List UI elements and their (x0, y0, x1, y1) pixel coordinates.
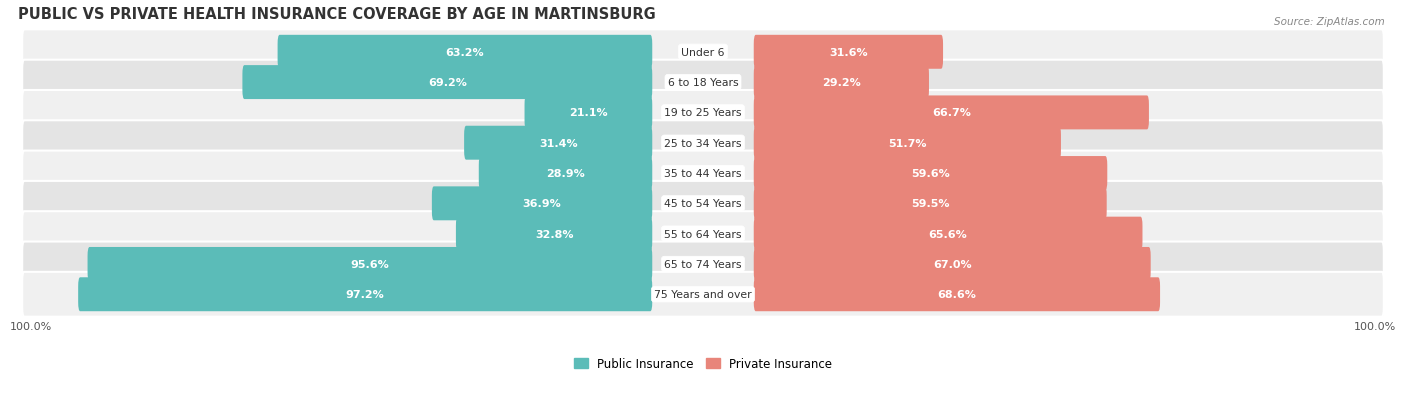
FancyBboxPatch shape (22, 61, 1384, 105)
Text: 31.4%: 31.4% (538, 138, 578, 148)
Text: Under 6: Under 6 (682, 47, 724, 58)
Text: 51.7%: 51.7% (889, 138, 927, 148)
FancyBboxPatch shape (277, 36, 652, 70)
FancyBboxPatch shape (754, 96, 1149, 130)
Text: 69.2%: 69.2% (427, 78, 467, 88)
Text: 6 to 18 Years: 6 to 18 Years (668, 78, 738, 88)
Text: 21.1%: 21.1% (569, 108, 607, 118)
Text: 45 to 54 Years: 45 to 54 Years (664, 199, 742, 209)
Text: 35 to 44 Years: 35 to 44 Years (664, 169, 742, 178)
FancyBboxPatch shape (754, 66, 929, 100)
FancyBboxPatch shape (22, 242, 1384, 287)
FancyBboxPatch shape (22, 151, 1384, 196)
FancyBboxPatch shape (87, 247, 652, 281)
FancyBboxPatch shape (464, 126, 652, 160)
Text: 19 to 25 Years: 19 to 25 Years (664, 108, 742, 118)
FancyBboxPatch shape (754, 157, 1108, 190)
FancyBboxPatch shape (22, 121, 1384, 166)
FancyBboxPatch shape (242, 66, 652, 100)
Text: 25 to 34 Years: 25 to 34 Years (664, 138, 742, 148)
Text: 66.7%: 66.7% (932, 108, 970, 118)
Legend: Public Insurance, Private Insurance: Public Insurance, Private Insurance (569, 352, 837, 375)
Text: 68.6%: 68.6% (938, 290, 976, 299)
Text: 97.2%: 97.2% (346, 290, 385, 299)
Text: 36.9%: 36.9% (523, 199, 561, 209)
FancyBboxPatch shape (432, 187, 652, 221)
FancyBboxPatch shape (754, 187, 1107, 221)
FancyBboxPatch shape (22, 212, 1384, 256)
Text: 65.6%: 65.6% (929, 229, 967, 239)
Text: 67.0%: 67.0% (934, 259, 972, 269)
FancyBboxPatch shape (754, 126, 1062, 160)
Text: 65 to 74 Years: 65 to 74 Years (664, 259, 742, 269)
FancyBboxPatch shape (22, 181, 1384, 226)
Text: 95.6%: 95.6% (350, 259, 389, 269)
Text: 29.2%: 29.2% (823, 78, 860, 88)
FancyBboxPatch shape (79, 278, 652, 311)
Text: 28.9%: 28.9% (546, 169, 585, 178)
Text: 59.5%: 59.5% (911, 199, 949, 209)
FancyBboxPatch shape (479, 157, 652, 190)
Text: 55 to 64 Years: 55 to 64 Years (664, 229, 742, 239)
FancyBboxPatch shape (22, 272, 1384, 317)
Text: PUBLIC VS PRIVATE HEALTH INSURANCE COVERAGE BY AGE IN MARTINSBURG: PUBLIC VS PRIVATE HEALTH INSURANCE COVER… (18, 7, 655, 22)
FancyBboxPatch shape (22, 91, 1384, 135)
FancyBboxPatch shape (754, 278, 1160, 311)
Text: Source: ZipAtlas.com: Source: ZipAtlas.com (1274, 17, 1385, 26)
FancyBboxPatch shape (22, 30, 1384, 75)
Text: 31.6%: 31.6% (830, 47, 868, 58)
Text: 75 Years and over: 75 Years and over (654, 290, 752, 299)
FancyBboxPatch shape (456, 217, 652, 251)
FancyBboxPatch shape (754, 36, 943, 70)
Text: 63.2%: 63.2% (446, 47, 484, 58)
Text: 59.6%: 59.6% (911, 169, 950, 178)
FancyBboxPatch shape (754, 247, 1150, 281)
FancyBboxPatch shape (524, 96, 652, 130)
Text: 32.8%: 32.8% (534, 229, 574, 239)
FancyBboxPatch shape (754, 217, 1143, 251)
